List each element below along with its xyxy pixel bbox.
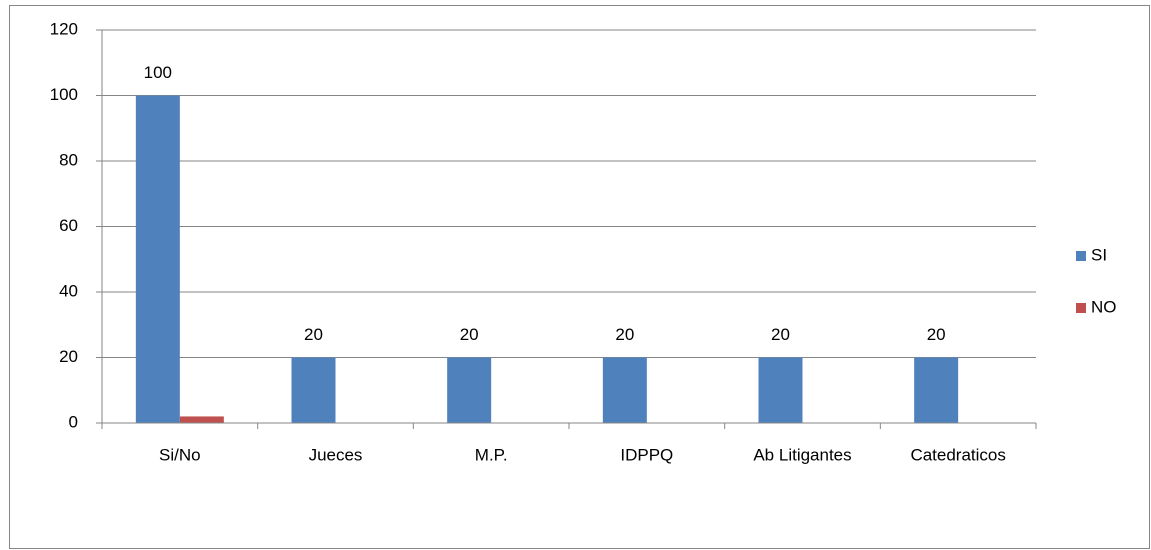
bar [135, 95, 180, 423]
bar [914, 357, 959, 423]
bar [291, 357, 336, 423]
y-tick-label: 0 [69, 412, 78, 431]
legend-swatch [1076, 303, 1086, 313]
x-tick-label: Si/No [159, 445, 201, 464]
x-tick-label: M.P. [475, 445, 508, 464]
chart-frame [9, 5, 1150, 549]
y-tick-label: 80 [59, 150, 78, 169]
bar [447, 357, 492, 423]
data-label: 20 [771, 325, 790, 344]
bar [758, 357, 803, 423]
data-label: 20 [615, 325, 634, 344]
y-tick-label: 60 [59, 216, 78, 235]
bar [179, 416, 224, 423]
y-tick-label: 40 [59, 281, 78, 300]
data-label: 20 [927, 325, 946, 344]
y-tick-label: 100 [50, 85, 78, 104]
data-label: 100 [144, 63, 172, 82]
legend-label: SI [1091, 245, 1107, 264]
x-tick-label: IDPPQ [620, 445, 673, 464]
x-tick-label: Ab Litigantes [753, 445, 851, 464]
legend-swatch [1076, 251, 1086, 261]
data-label: 20 [460, 325, 479, 344]
x-tick-label: Catedraticos [910, 445, 1005, 464]
legend-label: NO [1091, 297, 1117, 316]
y-tick-label: 20 [59, 347, 78, 366]
y-tick-label: 120 [50, 19, 78, 38]
data-label: 20 [304, 325, 323, 344]
x-tick-label: Jueces [309, 445, 363, 464]
bar [602, 357, 647, 423]
